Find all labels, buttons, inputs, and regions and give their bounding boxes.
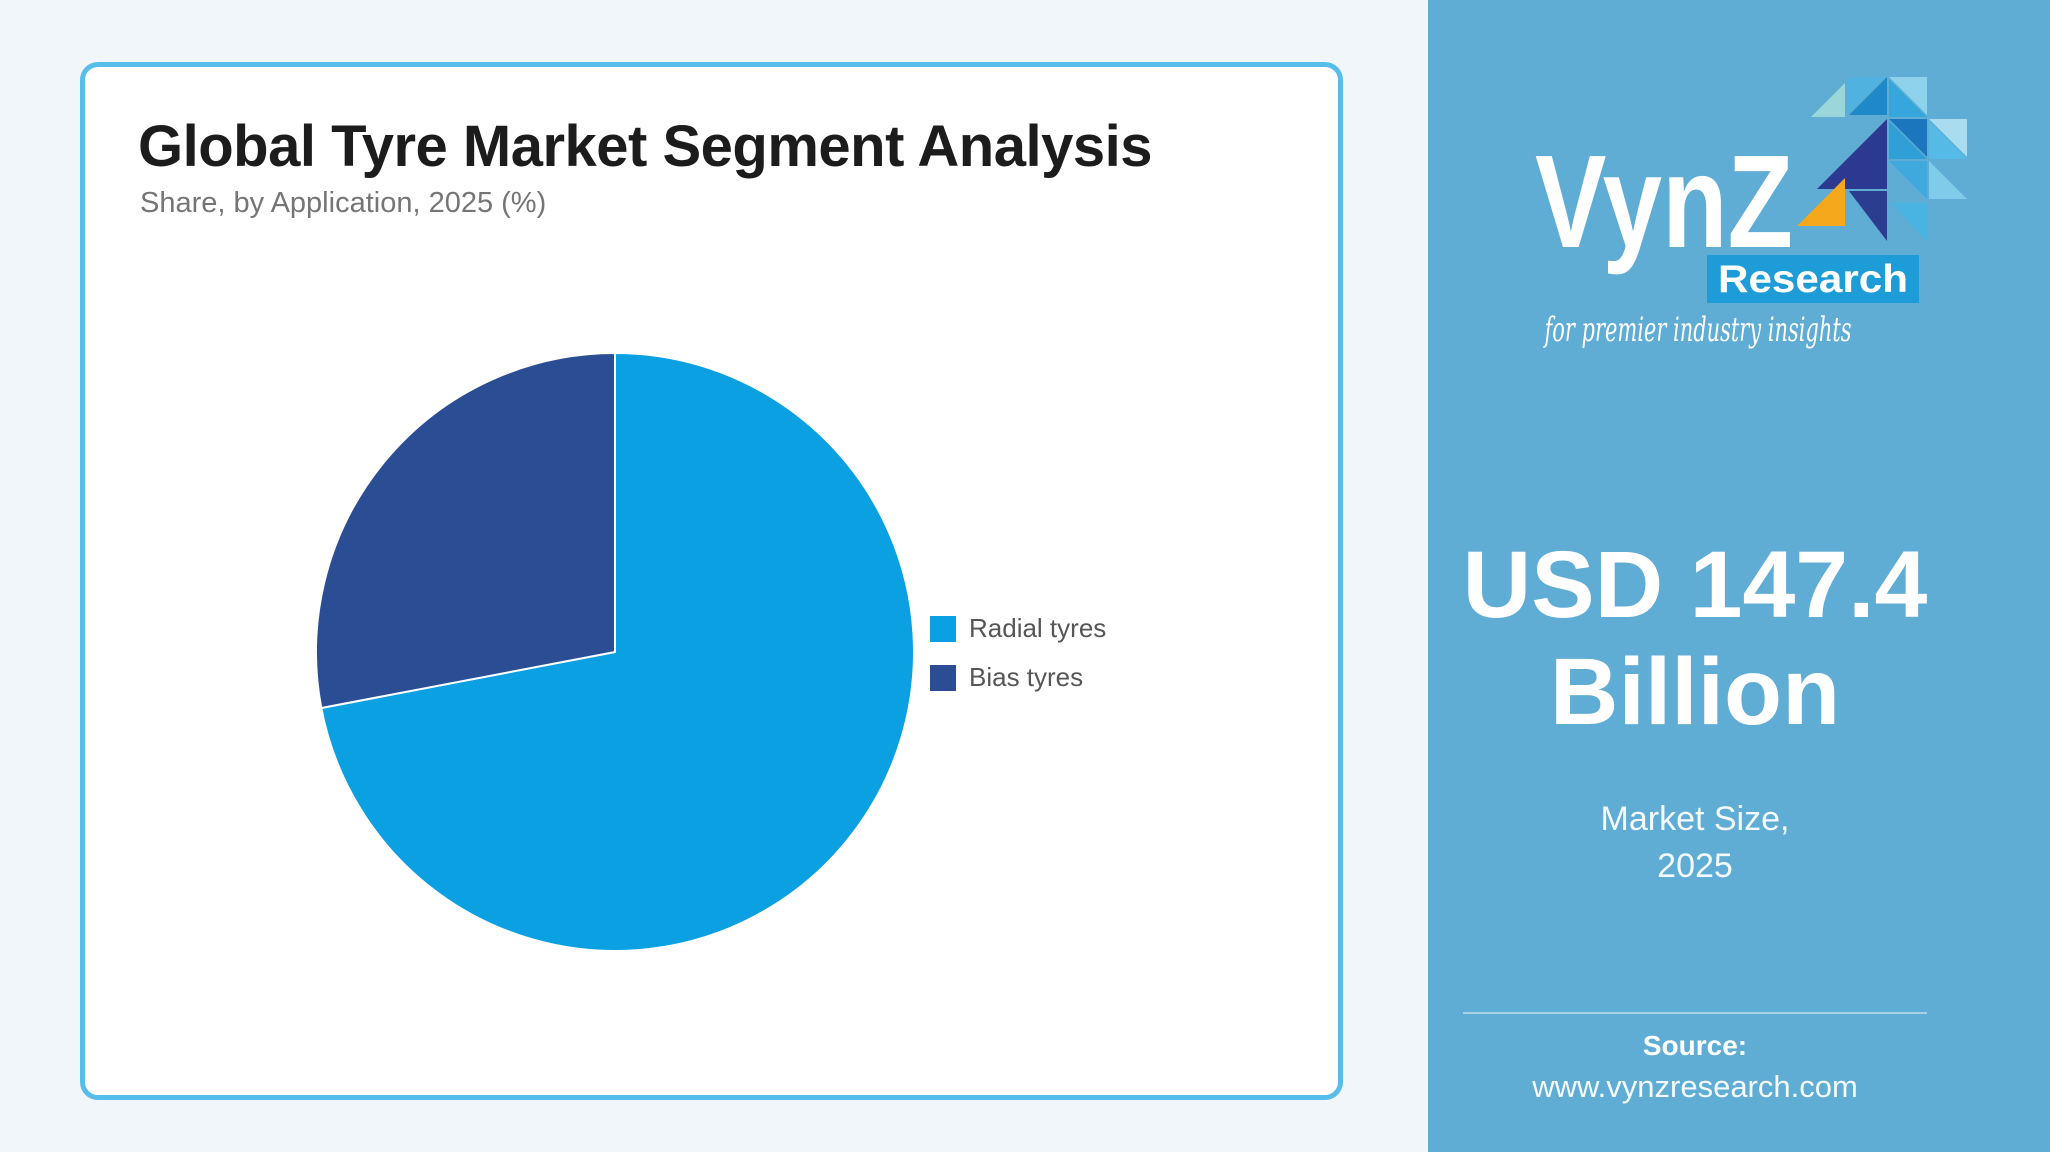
- logo-brand-text: VynZ: [1535, 128, 1793, 275]
- sidebar-divider: [1463, 1012, 1927, 1014]
- chart-legend: Radial tyres Bias tyres: [930, 613, 1106, 693]
- market-size-label-line: Market Size,: [1600, 800, 1790, 838]
- legend-item-bias-tyres: Bias tyres: [930, 662, 1106, 693]
- market-size-label: Market Size, 2025: [1428, 796, 1962, 890]
- chart-title: Global Tyre Market Segment Analysis: [138, 114, 1152, 179]
- vynz-research-logo: VynZ Research for premier industry insig…: [1535, 75, 1975, 365]
- source-block: Source: www.vynzresearch.com: [1428, 1030, 1962, 1105]
- logo-mosaic-icon: [1811, 77, 1967, 241]
- market-size-value: USD 147.4 Billion: [1462, 532, 1928, 746]
- logo-research-box: [1707, 255, 1919, 303]
- source-url[interactable]: www.vynzresearch.com: [1532, 1069, 1858, 1104]
- pie-slice-radial-tyres: [320, 352, 915, 952]
- source-label: Source:: [1642, 1030, 1748, 1061]
- legend-label-bias-tyres: Bias tyres: [969, 662, 1084, 692]
- legend-swatch-radial-tyres: [930, 615, 956, 642]
- logo-tagline-text: for premier industry insights: [1543, 310, 1852, 350]
- pie-slice-bias-tyres: [315, 352, 616, 709]
- chart-card: Global Tyre Market Segment Analysis Shar…: [80, 62, 1343, 1100]
- chart-subtitle: Share, by Application, 2025 (%): [140, 187, 547, 219]
- pie-chart-svg: [315, 352, 915, 952]
- pie-chart: [305, 342, 925, 962]
- legend-label-radial-tyres: Radial tyres: [969, 613, 1107, 643]
- legend-item-radial-tyres: Radial tyres: [930, 613, 1106, 644]
- logo-yellow-triangle-icon: [1797, 178, 1845, 226]
- legend-swatch-bias-tyres: [930, 664, 956, 691]
- logo-subbrand-text: Research: [1718, 258, 1908, 301]
- market-size-year: 2025: [1657, 846, 1733, 885]
- sidebar: VynZ Research for premier industry insig…: [1428, 0, 2050, 1152]
